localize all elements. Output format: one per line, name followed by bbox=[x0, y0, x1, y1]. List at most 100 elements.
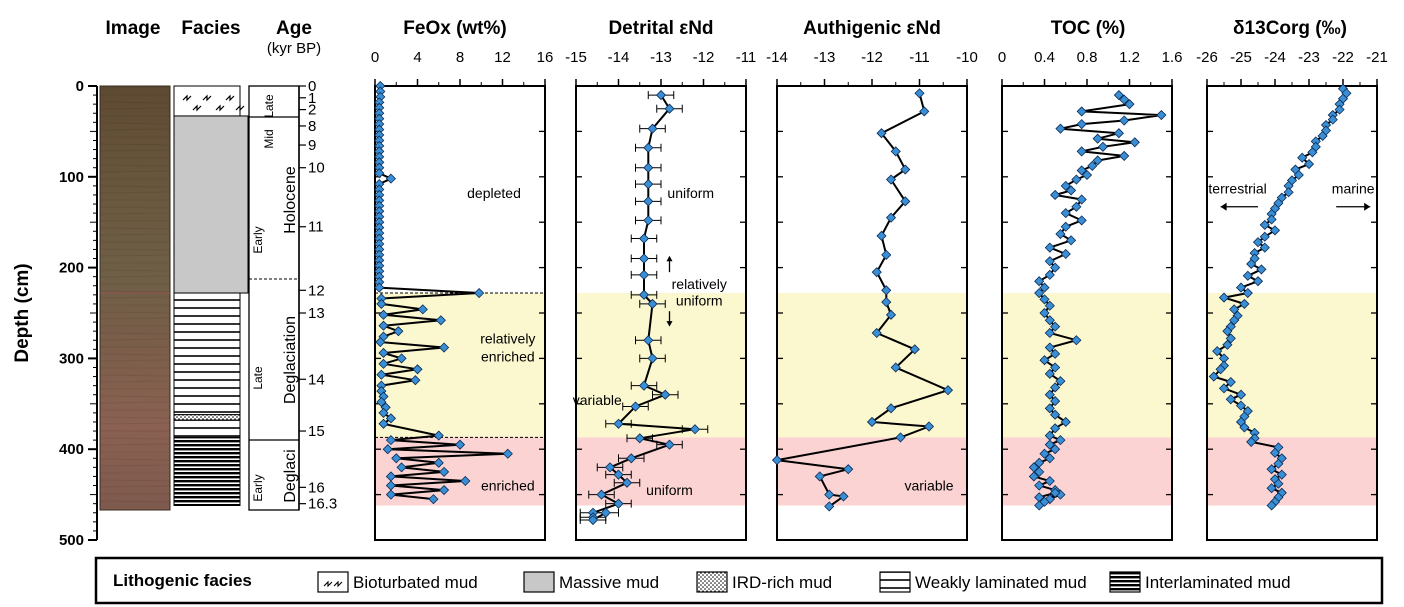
core-band bbox=[99, 458, 171, 461]
data-point bbox=[1050, 396, 1061, 407]
bioturbation-mark bbox=[215, 104, 225, 112]
age-label: 13 bbox=[308, 305, 325, 322]
deglaci-label: Deglaci bbox=[282, 449, 299, 502]
data-point bbox=[385, 435, 397, 446]
chart-panel-4: TOC (%) 0 0.4 0.8 1.2 1.6 bbox=[998, 18, 1183, 541]
facies-weakly-laminated bbox=[173, 292, 241, 416]
data-point bbox=[1113, 128, 1124, 139]
core-band bbox=[99, 296, 171, 299]
data-point bbox=[1235, 282, 1247, 293]
data-point bbox=[1273, 478, 1284, 489]
data-point bbox=[1259, 219, 1270, 230]
data-point bbox=[1218, 383, 1230, 394]
facies-interlaminated bbox=[173, 436, 241, 506]
age-label: 10 bbox=[308, 160, 325, 177]
data-point bbox=[378, 320, 389, 331]
core-band bbox=[99, 254, 171, 257]
yellow-zone bbox=[576, 293, 746, 438]
data-point bbox=[433, 457, 444, 468]
data-point bbox=[396, 462, 407, 473]
core-band bbox=[99, 464, 171, 467]
data-point bbox=[1050, 362, 1061, 373]
x-tick-label: -14 bbox=[608, 49, 630, 66]
data-point bbox=[876, 230, 887, 241]
data-point bbox=[1028, 471, 1039, 482]
depth-tick-label: 200 bbox=[59, 260, 84, 277]
annotation-label: relatively bbox=[672, 276, 727, 292]
core-band bbox=[99, 107, 171, 110]
data-point bbox=[638, 269, 650, 280]
x-tick-label: -11 bbox=[736, 49, 757, 66]
early-holocene-label: Early bbox=[251, 226, 265, 253]
data-point bbox=[647, 353, 658, 364]
data-point bbox=[638, 380, 650, 391]
data-point bbox=[454, 439, 466, 450]
data-point bbox=[1044, 300, 1055, 311]
data-point bbox=[1034, 287, 1045, 299]
x-tick-label: -12 bbox=[861, 49, 883, 66]
annotation-label: terrestrial bbox=[1208, 181, 1266, 197]
core-band bbox=[99, 86, 171, 89]
data-point bbox=[914, 88, 925, 99]
data-point bbox=[1076, 106, 1087, 117]
arrow-annotations bbox=[666, 202, 1371, 327]
chart-panel-5: δ13Corg (‰) -26 -25 -24 -23 -22 -21 terrestrial… bbox=[1196, 18, 1388, 541]
data-point bbox=[643, 162, 654, 173]
data-point bbox=[1034, 276, 1045, 287]
data-point bbox=[643, 142, 654, 153]
data-point bbox=[1034, 480, 1045, 491]
data-point bbox=[909, 344, 920, 355]
data-point bbox=[378, 407, 389, 418]
x-tick-label: 4 bbox=[413, 49, 421, 66]
legend: Lithogenic facies Bioturbated mud Massive… bbox=[94, 556, 1384, 605]
bioturbation-mark bbox=[182, 94, 192, 102]
core-photo-texture bbox=[99, 86, 171, 503]
data-point bbox=[1044, 389, 1055, 400]
core-band bbox=[99, 443, 171, 446]
data-point bbox=[1071, 335, 1082, 346]
depth-tick-label: 300 bbox=[59, 350, 84, 367]
data-point bbox=[900, 164, 911, 175]
core-band bbox=[99, 338, 171, 341]
series-line bbox=[1031, 94, 1162, 507]
data-point bbox=[435, 315, 446, 326]
data-point bbox=[1060, 248, 1071, 260]
data-point bbox=[410, 375, 421, 386]
data-point bbox=[1050, 348, 1061, 359]
data-point bbox=[1044, 327, 1055, 339]
data-point bbox=[1055, 228, 1066, 240]
data-point bbox=[378, 358, 389, 369]
legend-label: Interlaminated mud bbox=[1145, 573, 1291, 592]
depth-tick-label: 500 bbox=[59, 532, 84, 549]
core-band bbox=[99, 374, 171, 377]
data-point bbox=[375, 336, 386, 348]
data-point bbox=[378, 418, 389, 429]
facies-weakly-laminated bbox=[173, 419, 241, 438]
data-point bbox=[881, 297, 892, 308]
data-point bbox=[1242, 287, 1253, 299]
x-tick-label: 1.6 bbox=[1162, 49, 1183, 66]
core-band bbox=[99, 248, 171, 251]
data-point bbox=[596, 489, 607, 500]
data-point bbox=[1071, 201, 1082, 212]
data-point bbox=[1293, 169, 1304, 181]
data-point bbox=[1044, 453, 1055, 464]
chart-title: FeOx (wt%) bbox=[403, 18, 506, 39]
data-point bbox=[1044, 242, 1055, 253]
data-point bbox=[1119, 94, 1130, 105]
chart-title: Detrital εNd bbox=[608, 18, 713, 39]
data-point bbox=[378, 347, 389, 359]
data-point bbox=[814, 471, 825, 482]
data-point bbox=[385, 173, 397, 184]
annotation-label: uniform bbox=[676, 292, 723, 308]
data-point bbox=[1050, 423, 1061, 434]
data-point bbox=[942, 385, 954, 396]
data-point bbox=[1212, 346, 1223, 357]
data-point bbox=[881, 249, 892, 260]
data-point bbox=[626, 453, 637, 464]
data-point bbox=[1039, 307, 1050, 319]
data-point bbox=[1317, 130, 1328, 142]
data-point bbox=[1039, 355, 1050, 366]
data-point bbox=[474, 287, 485, 299]
data-point bbox=[438, 466, 450, 477]
